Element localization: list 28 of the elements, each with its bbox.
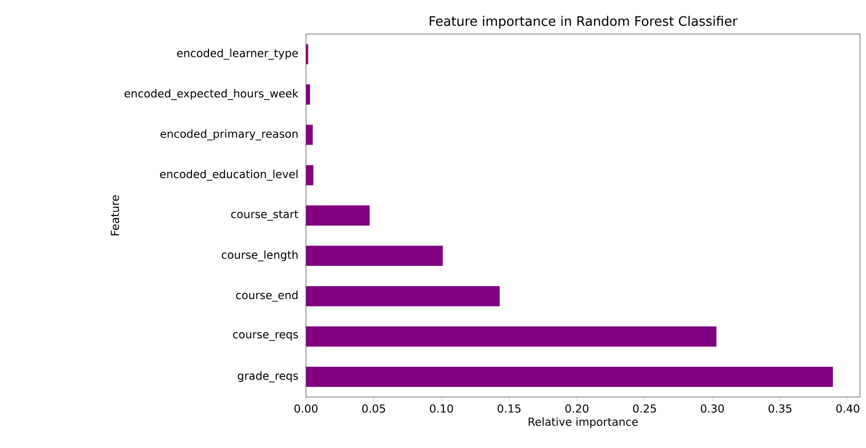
y-axis-title: Feature — [110, 195, 120, 236]
bar — [306, 246, 443, 266]
x-tick-label: 0.05 — [362, 404, 386, 413]
x-tick-label: 0.10 — [430, 404, 453, 413]
y-tick-label: encoded_education_level — [160, 170, 298, 181]
bar — [306, 165, 314, 186]
bar — [306, 286, 500, 306]
y-tick-label: course_end — [236, 290, 298, 302]
x-tick-label: 0.25 — [633, 404, 656, 413]
x-tick-label: 0.00 — [294, 404, 318, 413]
bar — [306, 205, 370, 226]
bar — [306, 326, 716, 347]
y-tick-label: encoded_primary_reason — [160, 129, 298, 140]
x-tick-label: 0.15 — [498, 404, 520, 413]
x-tick-label: 0.30 — [700, 404, 724, 413]
x-tick-label: 0.40 — [836, 404, 860, 413]
bar — [306, 124, 313, 145]
x-axis-title: Relative importance — [528, 417, 638, 428]
x-tick-label: 0.35 — [768, 404, 792, 413]
y-tick-label: grade_reqs — [238, 371, 298, 382]
bar — [306, 366, 833, 387]
x-tick-label: 0.20 — [565, 404, 588, 413]
y-tick-label: course_reqs — [233, 332, 298, 341]
chart-title: Feature importance in Random Forest Classifier — [430, 16, 738, 28]
y-tick-label: encoded_expected_hours_week — [124, 89, 298, 100]
y-tick-label: course_length — [222, 250, 298, 262]
y-tick-label: course_start — [231, 210, 298, 221]
y-tick-label: encoded_learner_type — [177, 48, 298, 60]
